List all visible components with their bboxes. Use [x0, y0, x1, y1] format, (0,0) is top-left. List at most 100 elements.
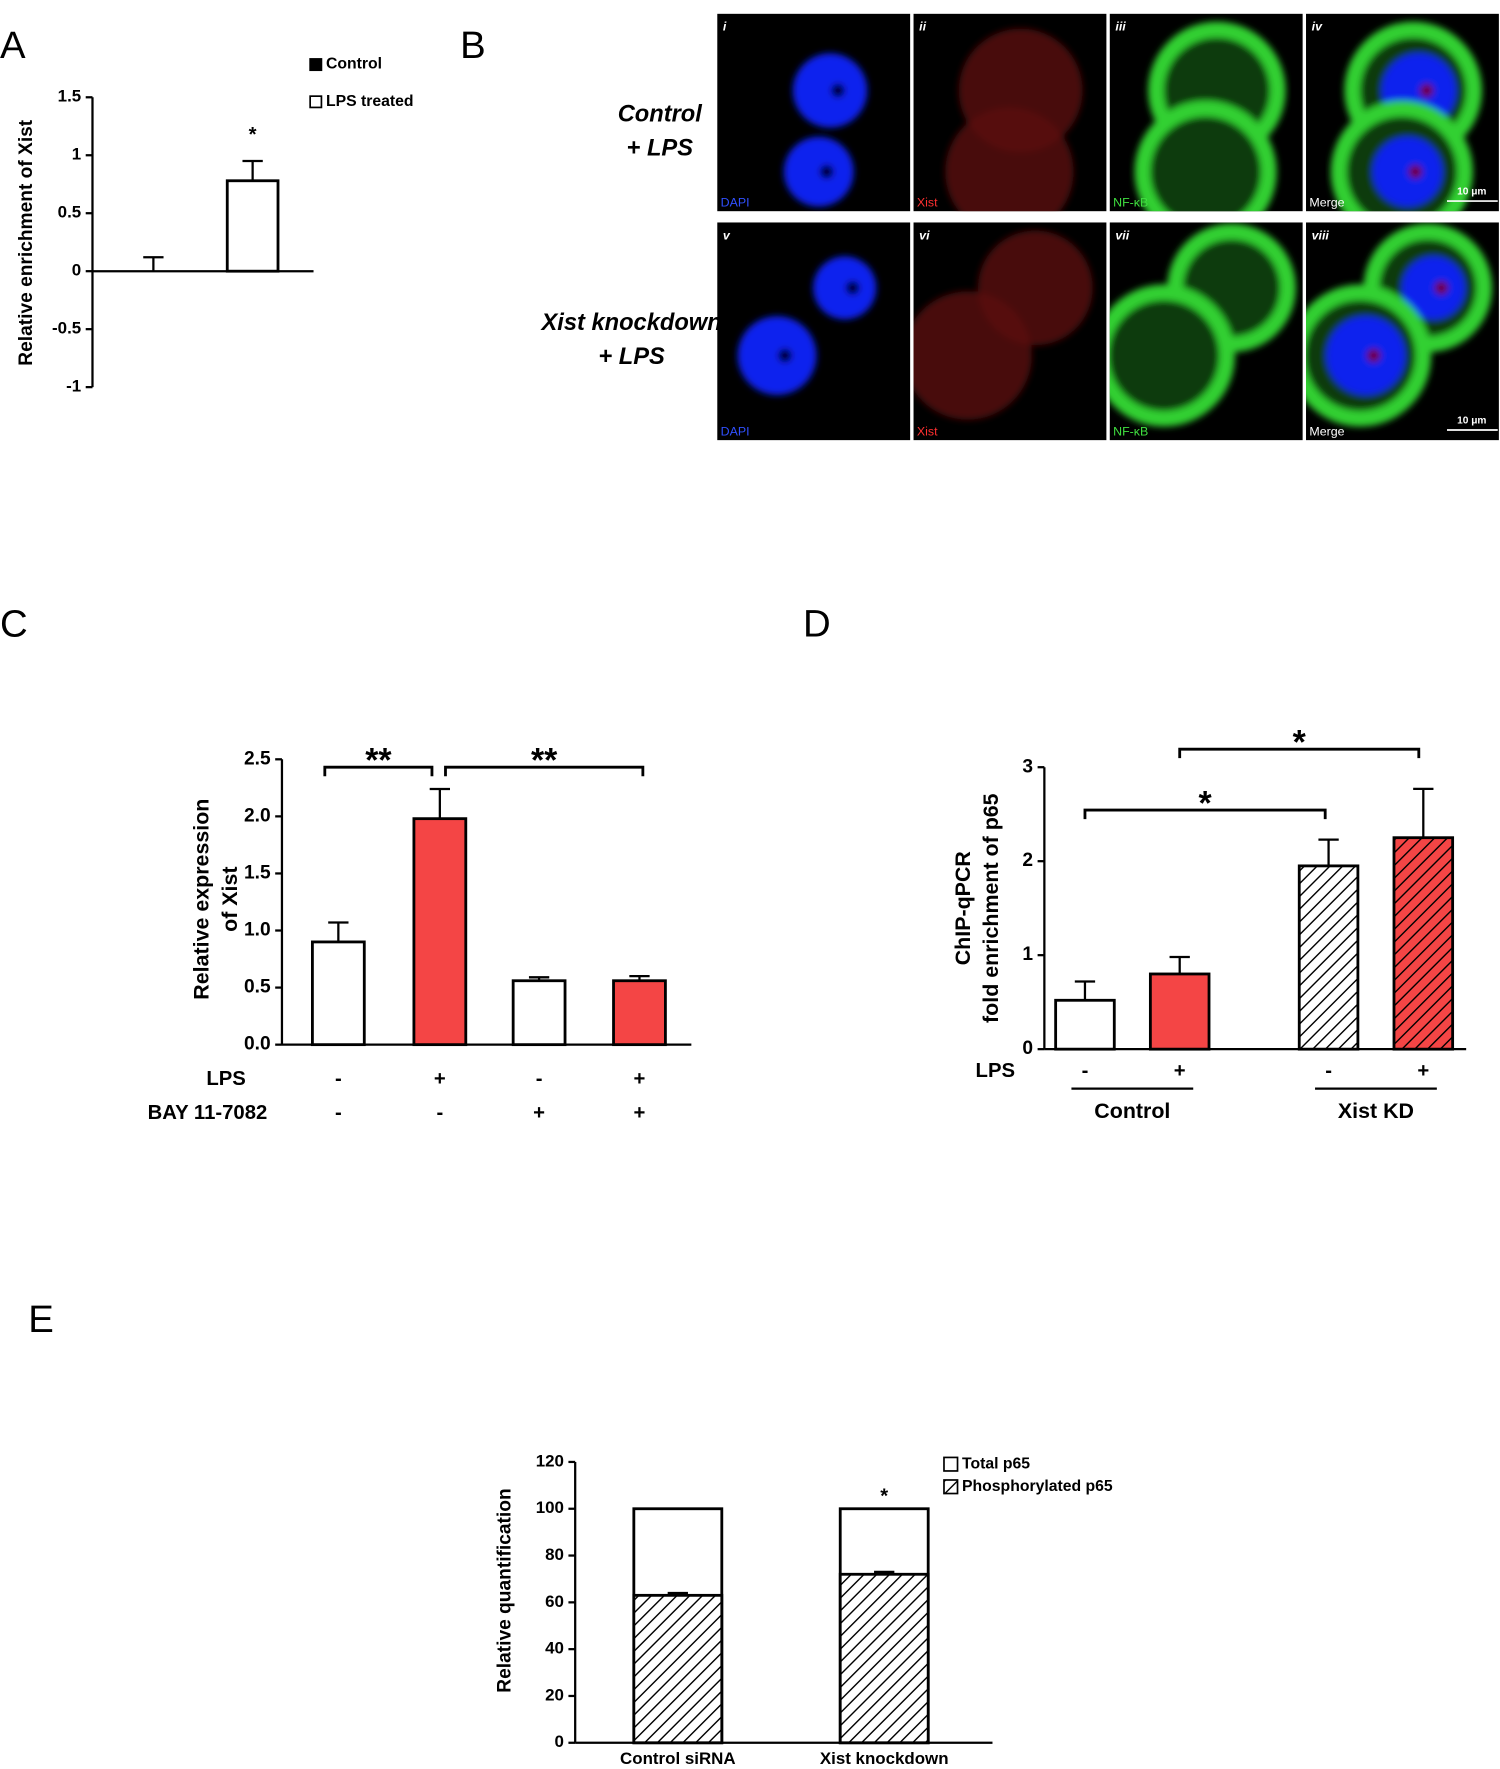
significance-mark: * — [880, 1485, 888, 1507]
panel-numeral: vi — [919, 228, 930, 242]
nfkb-signal — [1134, 100, 1277, 212]
error-bar — [667, 1591, 688, 1596]
y-tick-label: 0 — [1022, 1038, 1033, 1059]
y-tick-label: 120 — [536, 1451, 564, 1470]
error-bar — [1413, 787, 1434, 838]
cells — [1306, 223, 1493, 427]
bar — [838, 1572, 930, 1745]
y-tick-label: 1.0 — [244, 920, 271, 941]
bar — [1148, 972, 1211, 1051]
x-tick-label: Xist knockdown — [820, 1749, 949, 1768]
significance-mark: * — [249, 124, 257, 146]
condition-value: + — [434, 1068, 446, 1090]
y-tick-label: 0.5 — [244, 977, 271, 998]
error-bar — [429, 787, 450, 819]
panel-letter: D — [803, 602, 831, 645]
condition-value: + — [533, 1102, 545, 1124]
nucleolus — [1419, 83, 1434, 98]
error-bar — [242, 159, 263, 181]
micrograph-cell: vi Xist — [913, 222, 1107, 441]
channel-label: DAPI — [721, 425, 750, 439]
panel-letter: E — [28, 1298, 54, 1341]
channel-label: DAPI — [721, 196, 750, 210]
condition-name: LPS — [976, 1060, 1015, 1082]
panel-letter: A — [0, 24, 26, 67]
y-tick-label: 20 — [545, 1685, 564, 1704]
y-tick-label: 0 — [555, 1732, 564, 1751]
y-axis-label: Relative enrichment of Xist — [16, 119, 37, 366]
condition-value: - — [1325, 1060, 1332, 1082]
bar — [412, 817, 468, 1047]
legend-marker — [943, 1479, 959, 1495]
nucleolus — [778, 348, 792, 363]
nucleus — [792, 53, 868, 128]
y-tick-label: 100 — [536, 1498, 564, 1517]
panel-numeral: ii — [919, 20, 926, 34]
significance-mark: ** — [531, 742, 558, 780]
panel-numeral: v — [723, 228, 731, 242]
y-tick-label: 1.5 — [58, 87, 82, 106]
scale-label: 10 μm — [1457, 187, 1486, 198]
y-tick-label: 80 — [545, 1545, 564, 1564]
nucleolus — [845, 281, 860, 295]
nucleolus — [831, 83, 845, 98]
nucleus — [737, 316, 817, 396]
group-label: Control — [1094, 1099, 1170, 1123]
bar — [632, 1593, 724, 1745]
cells — [737, 256, 877, 396]
error-bar — [1074, 980, 1096, 1001]
nucleolus — [819, 164, 834, 179]
cells — [913, 230, 1093, 420]
micrograph-cell: iii NF-κB — [1109, 13, 1303, 212]
y-tick-label: 60 — [545, 1592, 564, 1611]
panel-letter: B — [460, 24, 486, 67]
condition-value: - — [436, 1102, 443, 1124]
error-bar — [874, 1570, 895, 1575]
nucleolus — [1434, 281, 1449, 295]
legend-label: LPS treated — [326, 93, 414, 110]
condition-name: BAY 11-7082 — [148, 1102, 268, 1124]
condition-value: - — [335, 1102, 342, 1124]
bar — [225, 179, 280, 273]
y-axis-label: ChIP-qPCR — [951, 851, 975, 966]
y-tick-label: 3 — [1022, 756, 1033, 777]
legend-marker — [309, 95, 323, 109]
bar — [612, 979, 667, 1047]
y-tick-label: -1 — [66, 377, 81, 396]
y-tick-label: 0.0 — [244, 1034, 271, 1055]
bar — [310, 940, 366, 1047]
y-axis-label: Relative quantification — [494, 1488, 515, 1692]
condition-value: + — [634, 1102, 646, 1124]
micrograph-cell: iv Merge 10 μm — [1306, 13, 1499, 212]
micrograph-cell: i DAPI — [717, 13, 911, 212]
row-label: + LPS — [627, 135, 694, 161]
error-bar — [328, 921, 349, 942]
nucleus — [1326, 316, 1406, 396]
y-tick-label: 0.5 — [58, 203, 82, 222]
row-label: Control — [618, 102, 703, 128]
panel-numeral: iv — [1312, 20, 1323, 34]
y-tick-label: 1 — [72, 145, 81, 164]
bar — [511, 979, 567, 1047]
y-tick-label: 2.5 — [244, 748, 271, 769]
legend-label: Phosphorylated p65 — [962, 1478, 1113, 1495]
y-tick-label: 0 — [72, 261, 81, 280]
channel-label: Merge — [1309, 425, 1344, 439]
condition-value: - — [536, 1068, 543, 1090]
significance-bracket — [444, 765, 645, 777]
xist-signal — [913, 291, 1032, 420]
scale-label: 10 μm — [1457, 416, 1486, 427]
nucleolus — [1366, 348, 1381, 363]
x-tick-label: Control siRNA — [620, 1749, 736, 1768]
significance-bracket — [1178, 747, 1421, 759]
micrograph-cell: ii Xist — [913, 13, 1107, 212]
condition-value: + — [634, 1068, 646, 1090]
significance-mark: ** — [365, 742, 392, 780]
significance-bracket — [323, 765, 434, 777]
cells — [1109, 223, 1296, 427]
y-tick-label: -0.5 — [52, 319, 81, 338]
y-axis-label: Relative expression — [190, 799, 214, 1000]
condition-name: LPS — [206, 1068, 245, 1090]
y-tick-label: 2 — [1022, 850, 1033, 871]
